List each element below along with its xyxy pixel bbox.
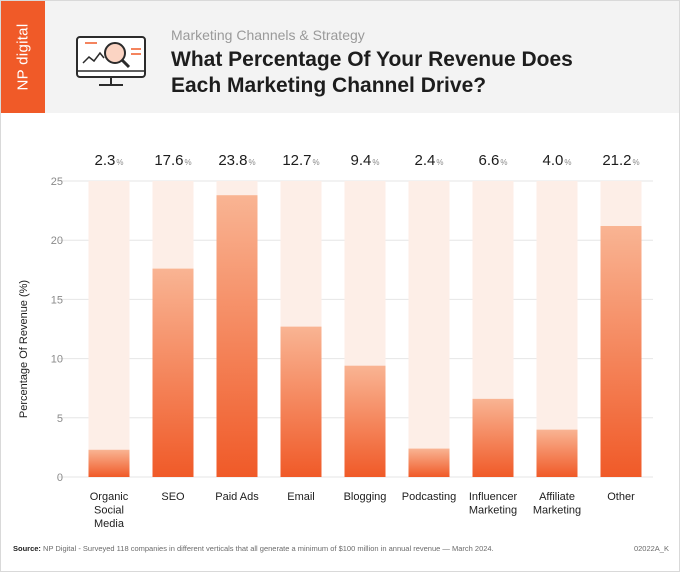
bar bbox=[408, 448, 450, 477]
header: NP digital Marketing Channels & Strategy… bbox=[1, 1, 679, 113]
y-tick-label: 25 bbox=[51, 176, 63, 188]
x-tick-label: Podcasting bbox=[402, 491, 456, 503]
data-label-value: 2.3 bbox=[95, 152, 116, 169]
data-label: 2.4% bbox=[415, 152, 444, 169]
x-tick-label: Paid Ads bbox=[215, 491, 259, 503]
y-tick-label: 5 bbox=[57, 413, 63, 425]
x-tick-label: Marketing bbox=[533, 505, 581, 517]
x-tick-label: Affiliate bbox=[539, 491, 575, 503]
source-note: Source: NP Digital - Surveyed 118 compan… bbox=[13, 544, 669, 553]
data-label-unit: % bbox=[500, 158, 507, 167]
data-label-unit: % bbox=[313, 158, 320, 167]
bar bbox=[280, 326, 322, 477]
bar-track bbox=[88, 181, 130, 477]
x-tick-label: Blogging bbox=[344, 491, 387, 503]
data-label: 6.6% bbox=[479, 152, 508, 169]
x-tick-label: Social bbox=[94, 505, 124, 517]
x-tick-label: Other bbox=[607, 491, 635, 503]
bar bbox=[600, 225, 642, 477]
data-label-value: 21.2 bbox=[602, 152, 631, 169]
y-tick-label: 15 bbox=[51, 294, 63, 306]
data-label-unit: % bbox=[633, 158, 640, 167]
data-label-unit: % bbox=[185, 158, 192, 167]
data-label-unit: % bbox=[249, 158, 256, 167]
brand-strip: NP digital bbox=[1, 1, 45, 113]
data-label: 21.2% bbox=[602, 152, 639, 169]
bar bbox=[88, 449, 130, 477]
data-label-unit: % bbox=[372, 158, 379, 167]
y-tick-label: 10 bbox=[51, 354, 63, 366]
data-label-value: 23.8 bbox=[218, 152, 247, 169]
data-label: 2.3% bbox=[95, 152, 124, 169]
x-tick-label: Media bbox=[94, 518, 125, 530]
x-tick-label: Organic bbox=[90, 491, 129, 503]
data-label-value: 6.6 bbox=[479, 152, 500, 169]
data-label: 9.4% bbox=[351, 152, 380, 169]
y-axis-label: Percentage Of Revenue (%) bbox=[18, 280, 30, 418]
data-label-unit: % bbox=[564, 158, 571, 167]
data-label: 23.8% bbox=[218, 152, 255, 169]
bar-track bbox=[536, 181, 578, 477]
chart-code: 02022A_K bbox=[633, 544, 669, 553]
bar bbox=[536, 429, 578, 477]
data-label-unit: % bbox=[116, 158, 123, 167]
data-label-value: 17.6 bbox=[154, 152, 183, 169]
bar bbox=[216, 195, 258, 477]
y-tick-label: 20 bbox=[51, 235, 63, 247]
title-line-1: What Percentage Of Your Revenue Does bbox=[171, 48, 573, 71]
x-tick-label: Marketing bbox=[469, 505, 517, 517]
subtitle: Marketing Channels & Strategy bbox=[171, 27, 365, 43]
data-label: 12.7% bbox=[282, 152, 319, 169]
y-tick-label: 0 bbox=[57, 472, 63, 484]
bar-track bbox=[408, 181, 450, 477]
data-label-value: 4.0 bbox=[543, 152, 564, 169]
bar bbox=[152, 268, 194, 477]
data-label: 17.6% bbox=[154, 152, 191, 169]
source-text: NP Digital - Surveyed 118 companies in d… bbox=[40, 544, 494, 553]
data-label-value: 2.4 bbox=[415, 152, 436, 169]
bar bbox=[472, 398, 514, 477]
title-line-2: Each Marketing Channel Drive? bbox=[171, 74, 487, 97]
data-label-unit: % bbox=[436, 158, 443, 167]
source-label: Source: bbox=[13, 544, 41, 553]
x-tick-label: Influencer bbox=[469, 491, 518, 503]
monitor-search-icon bbox=[76, 36, 146, 86]
x-tick-label: Email bbox=[287, 491, 315, 503]
brand-logo: NP digital bbox=[14, 23, 32, 91]
data-label-value: 12.7 bbox=[282, 152, 311, 169]
data-label-value: 9.4 bbox=[351, 152, 372, 169]
page-title: What Percentage Of Your Revenue Does Eac… bbox=[171, 47, 651, 99]
bar bbox=[344, 365, 386, 477]
x-tick-label: SEO bbox=[161, 491, 185, 503]
data-label: 4.0% bbox=[543, 152, 572, 169]
